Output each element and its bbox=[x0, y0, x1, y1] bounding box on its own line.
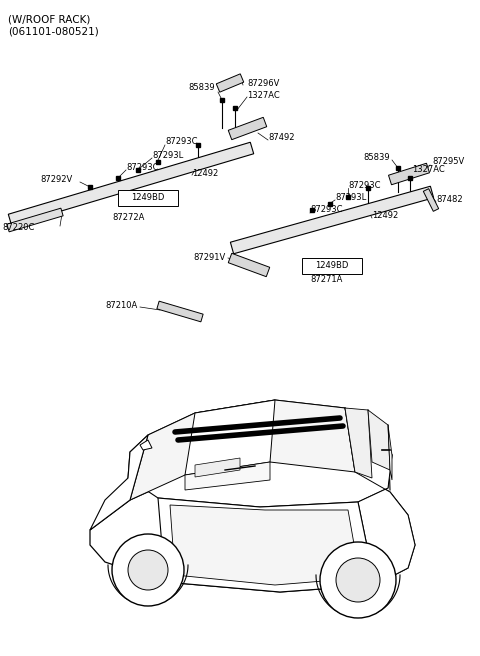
Bar bbox=[302, 258, 362, 274]
Text: 87293L: 87293L bbox=[335, 192, 366, 201]
Text: 12492: 12492 bbox=[372, 211, 398, 220]
Polygon shape bbox=[8, 142, 254, 226]
Polygon shape bbox=[195, 458, 240, 477]
Text: 1249BD: 1249BD bbox=[132, 194, 165, 203]
Polygon shape bbox=[345, 408, 415, 585]
Text: 87296V: 87296V bbox=[247, 79, 279, 87]
Polygon shape bbox=[230, 186, 433, 254]
Text: 85839: 85839 bbox=[188, 83, 215, 92]
Text: 87293C: 87293C bbox=[348, 180, 381, 190]
Text: 87293L: 87293L bbox=[152, 150, 183, 159]
Text: 1249BD: 1249BD bbox=[315, 262, 348, 270]
Polygon shape bbox=[157, 301, 203, 322]
Text: 12492: 12492 bbox=[192, 169, 218, 178]
Text: 87210A: 87210A bbox=[106, 300, 138, 310]
Polygon shape bbox=[7, 208, 63, 232]
Text: 87293C: 87293C bbox=[310, 205, 343, 215]
Polygon shape bbox=[90, 435, 148, 530]
Text: 1327AC: 1327AC bbox=[412, 165, 445, 174]
Text: (061101-080521): (061101-080521) bbox=[8, 27, 99, 37]
Polygon shape bbox=[388, 163, 430, 185]
Text: 87291V: 87291V bbox=[194, 253, 226, 262]
Polygon shape bbox=[423, 189, 439, 211]
Text: 87492: 87492 bbox=[268, 134, 295, 142]
Polygon shape bbox=[128, 400, 392, 507]
Polygon shape bbox=[90, 462, 415, 592]
Circle shape bbox=[336, 558, 380, 602]
Text: 87292V: 87292V bbox=[40, 176, 72, 184]
Text: 87293C: 87293C bbox=[126, 163, 158, 171]
Polygon shape bbox=[185, 462, 270, 490]
Text: 87295V: 87295V bbox=[432, 157, 464, 167]
Text: 87482: 87482 bbox=[436, 195, 463, 205]
Polygon shape bbox=[228, 253, 270, 277]
Polygon shape bbox=[130, 400, 355, 500]
Polygon shape bbox=[216, 74, 244, 92]
Polygon shape bbox=[228, 117, 267, 140]
Bar bbox=[118, 190, 178, 206]
Polygon shape bbox=[345, 408, 372, 478]
Circle shape bbox=[112, 534, 184, 606]
Text: 1327AC: 1327AC bbox=[247, 91, 280, 100]
Polygon shape bbox=[185, 400, 275, 475]
Text: 87220C: 87220C bbox=[2, 224, 35, 232]
Polygon shape bbox=[368, 410, 390, 470]
Text: 87293C: 87293C bbox=[165, 138, 197, 146]
Circle shape bbox=[320, 542, 396, 618]
Text: 87272A: 87272A bbox=[112, 213, 144, 222]
Text: (W/ROOF RACK): (W/ROOF RACK) bbox=[8, 15, 90, 25]
Polygon shape bbox=[158, 498, 375, 592]
Circle shape bbox=[128, 550, 168, 590]
Polygon shape bbox=[170, 505, 360, 585]
Polygon shape bbox=[388, 425, 392, 480]
Text: 85839: 85839 bbox=[363, 154, 390, 163]
Polygon shape bbox=[140, 440, 152, 450]
Text: 87271A: 87271A bbox=[310, 276, 342, 285]
